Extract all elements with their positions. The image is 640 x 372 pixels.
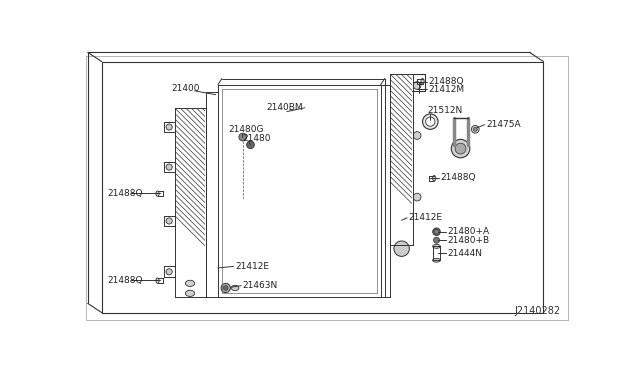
Circle shape — [246, 141, 254, 148]
Ellipse shape — [426, 117, 435, 126]
Ellipse shape — [433, 258, 440, 262]
Text: 21463N: 21463N — [243, 281, 278, 290]
Ellipse shape — [421, 78, 424, 84]
Circle shape — [166, 218, 172, 224]
Circle shape — [451, 140, 470, 158]
Circle shape — [474, 128, 477, 131]
Circle shape — [223, 286, 228, 290]
Text: 21480: 21480 — [243, 134, 271, 143]
Ellipse shape — [231, 285, 239, 291]
Ellipse shape — [156, 278, 159, 283]
Text: 21475A: 21475A — [486, 120, 521, 129]
Circle shape — [413, 132, 421, 140]
Text: 21480G: 21480G — [229, 125, 264, 134]
Circle shape — [472, 125, 479, 133]
Text: J2140282: J2140282 — [515, 306, 561, 316]
Ellipse shape — [433, 244, 440, 248]
Circle shape — [435, 230, 438, 233]
Ellipse shape — [186, 280, 195, 286]
Text: 2140BM: 2140BM — [266, 103, 303, 112]
Bar — [175, 109, 205, 296]
Ellipse shape — [156, 191, 159, 196]
Text: 21488Q: 21488Q — [429, 77, 464, 86]
Circle shape — [413, 193, 421, 201]
Circle shape — [413, 81, 421, 89]
Text: 21480+B: 21480+B — [447, 236, 490, 245]
Circle shape — [221, 283, 230, 293]
Text: 21480+A: 21480+A — [447, 227, 490, 236]
Text: 21400: 21400 — [172, 84, 200, 93]
Circle shape — [455, 143, 466, 154]
Text: 21412E: 21412E — [235, 262, 269, 271]
Circle shape — [166, 124, 172, 130]
Ellipse shape — [433, 176, 436, 181]
Ellipse shape — [186, 290, 195, 296]
Text: 21512N: 21512N — [428, 106, 463, 115]
Text: 21444N: 21444N — [447, 249, 483, 258]
Circle shape — [239, 133, 246, 141]
Circle shape — [166, 164, 172, 170]
Text: 21412M: 21412M — [429, 85, 465, 94]
Text: 21412E: 21412E — [408, 214, 443, 222]
Circle shape — [433, 228, 440, 235]
Bar — [391, 75, 412, 244]
Ellipse shape — [422, 114, 438, 129]
Circle shape — [433, 237, 440, 243]
Circle shape — [394, 241, 410, 256]
Circle shape — [166, 269, 172, 275]
Text: 21488Q: 21488Q — [107, 276, 143, 285]
Text: 21488Q: 21488Q — [107, 189, 143, 198]
Text: 21488Q: 21488Q — [440, 173, 476, 182]
